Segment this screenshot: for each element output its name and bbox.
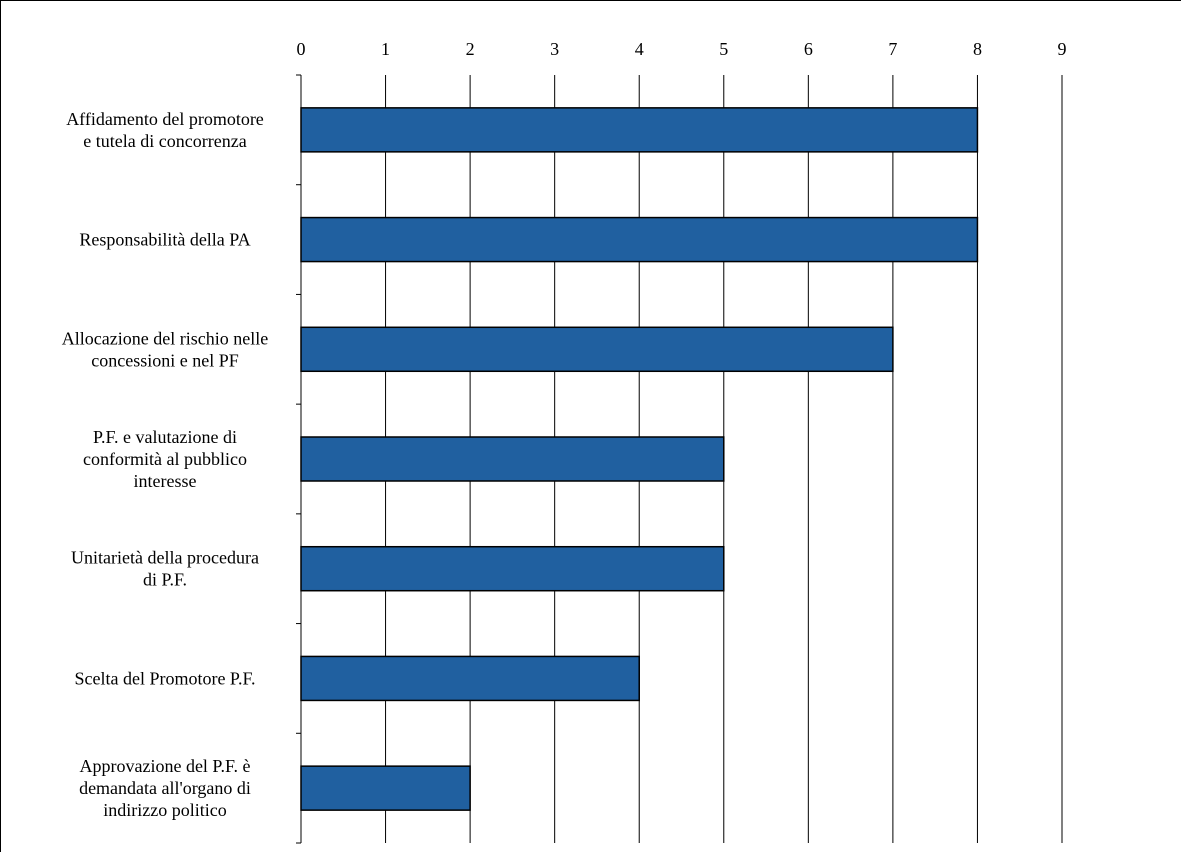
category-label-line: conformità al pubblico bbox=[83, 449, 247, 469]
bar-4 bbox=[300, 545, 725, 592]
category-label-line: e tutela di concorrenza bbox=[83, 131, 246, 151]
x-tick-label-9: 9 bbox=[1058, 39, 1067, 59]
bar-5 bbox=[300, 655, 640, 702]
category-label-line: Unitarietà della procedura bbox=[71, 548, 259, 568]
bar-2 bbox=[300, 326, 894, 373]
x-tick-label-2: 2 bbox=[466, 39, 475, 59]
category-label-1: Responsabilità della PA bbox=[79, 230, 250, 250]
category-label-line: interesse bbox=[134, 471, 197, 491]
category-label-line: Allocazione del rischio nelle bbox=[62, 328, 268, 348]
x-tick-label-3: 3 bbox=[550, 39, 559, 59]
x-tick-label-4: 4 bbox=[635, 39, 644, 59]
x-tick-label-5: 5 bbox=[719, 39, 728, 59]
bar-3 bbox=[300, 436, 725, 482]
x-tick-label-7: 7 bbox=[888, 39, 897, 59]
category-label-line: di P.F. bbox=[143, 570, 187, 590]
bar-6 bbox=[300, 765, 471, 811]
category-label-5: Scelta del Promotore P.F. bbox=[74, 668, 255, 688]
category-label-line: indirizzo politico bbox=[103, 800, 226, 820]
category-label-line: Approvazione del P.F. è bbox=[79, 756, 250, 776]
x-tick-label-8: 8 bbox=[973, 39, 982, 59]
category-label-line: P.F. e valutazione di bbox=[93, 427, 237, 447]
value-axis: 0 1 2 3 4 5 6 7 8 9 bbox=[296, 39, 1067, 844]
category-label-line: concessioni e nel PF bbox=[91, 350, 238, 370]
x-tick-label-6: 6 bbox=[804, 39, 813, 59]
category-label-line: demandata all'organo di bbox=[79, 778, 251, 798]
bars bbox=[300, 107, 979, 811]
category-label-2: Allocazione del rischio nelleconcessioni… bbox=[62, 328, 268, 370]
category-label-line: Responsabilità della PA bbox=[79, 230, 250, 250]
x-tick-label-0: 0 bbox=[297, 39, 306, 59]
category-label-line: Affidamento del promotore bbox=[66, 109, 264, 129]
x-tick-label-1: 1 bbox=[381, 39, 390, 59]
category-label-line: Scelta del Promotore P.F. bbox=[74, 668, 255, 688]
bar-0 bbox=[300, 107, 979, 153]
bar-1 bbox=[300, 216, 979, 263]
